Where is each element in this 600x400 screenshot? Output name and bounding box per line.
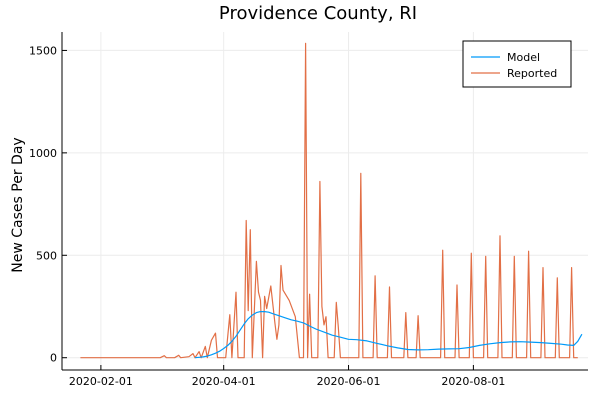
x-tick-label: 2020-04-01 <box>192 375 256 388</box>
y-axis-label: New Cases Per Day <box>10 137 26 272</box>
y-tick-label: 500 <box>36 249 57 262</box>
x-tick-label: 2020-06-01 <box>317 375 381 388</box>
series-line-reported <box>80 42 578 359</box>
y-tick-label: 1000 <box>29 147 57 160</box>
series-layer <box>80 42 583 359</box>
legend-label-model: Model <box>507 51 540 64</box>
legend-label-reported: Reported <box>507 67 557 80</box>
axes <box>61 32 588 371</box>
y-tick-label: 0 <box>50 352 57 365</box>
tick-labels: 0 500 1000 1500 2020-02-01 2020-04-01 2020-06-… <box>29 44 505 388</box>
x-tick-label: 2020-08-01 <box>441 375 505 388</box>
legend: Model Reported <box>462 40 572 88</box>
series-line-model <box>194 311 583 359</box>
legend-box <box>462 40 572 88</box>
grid-lines <box>62 32 588 370</box>
y-tick-label: 1500 <box>29 44 57 57</box>
chart-title: Providence County, RI <box>219 3 417 24</box>
x-tick-label: 2020-02-01 <box>69 375 133 388</box>
